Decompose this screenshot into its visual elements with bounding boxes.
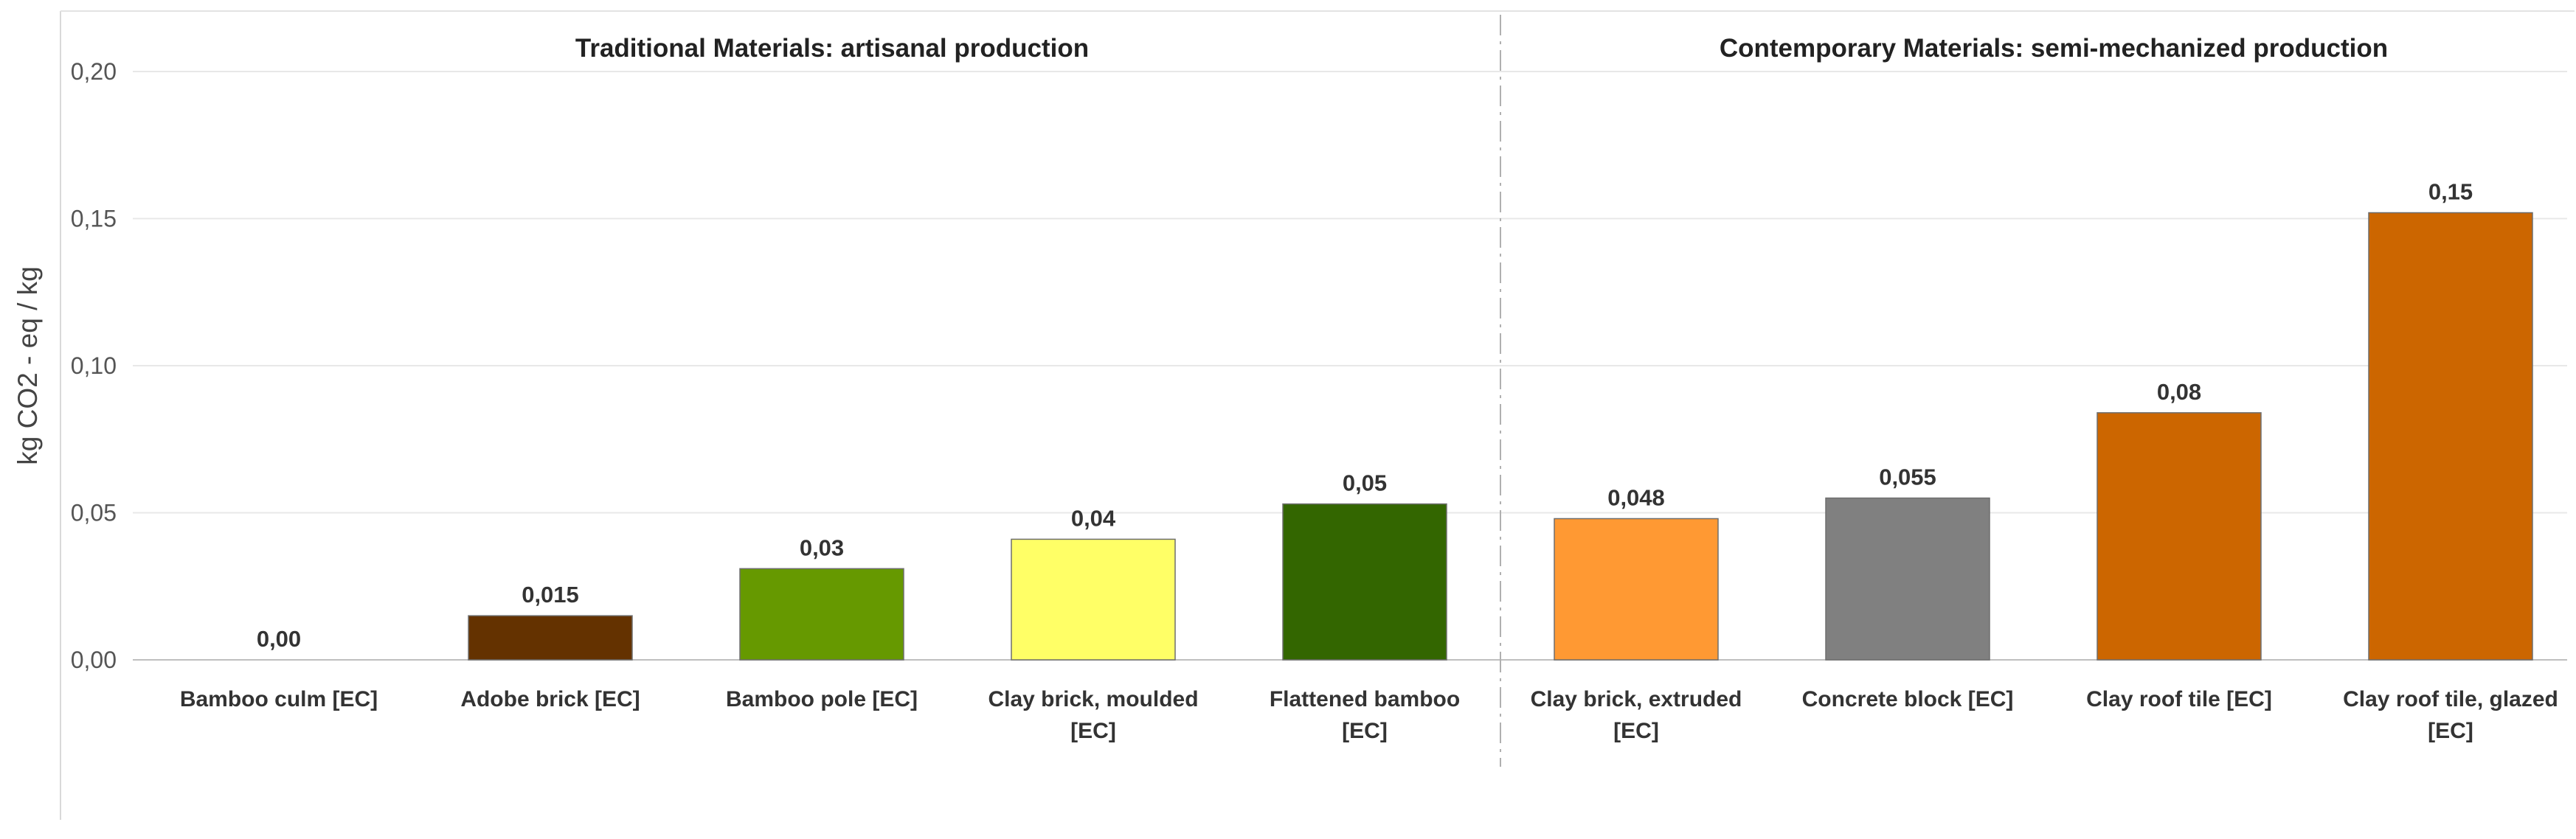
data-label: 0,05 bbox=[1343, 470, 1387, 496]
bar bbox=[468, 615, 633, 661]
category-label: Clay roof tile, glazed bbox=[2343, 687, 2558, 711]
data-label: 0,015 bbox=[522, 582, 579, 608]
category-label: Clay brick, extruded bbox=[1531, 687, 1742, 711]
y-tick-label: 0,00 bbox=[71, 647, 117, 673]
category-label: Bamboo culm [EC] bbox=[180, 687, 378, 711]
y-tick-label: 0,15 bbox=[71, 206, 117, 232]
data-label: 0,04 bbox=[1071, 505, 1116, 531]
bar bbox=[1825, 497, 1990, 661]
bar bbox=[1282, 503, 1447, 661]
bar bbox=[739, 568, 904, 661]
category-labels: Bamboo culm [EC] Adobe brick [EC] Bamboo p… bbox=[180, 687, 2558, 743]
group-header: Contemporary Materials: semi-mechanized … bbox=[1720, 34, 2388, 63]
data-label: 0,03 bbox=[800, 535, 844, 560]
y-axis-label: kg CO2 - eq / kg bbox=[13, 266, 43, 464]
bars bbox=[468, 212, 2533, 661]
category-label: Flattened bamboo bbox=[1270, 687, 1460, 711]
data-label: 0,00 bbox=[257, 626, 301, 652]
data-labels: 0,00 0,015 0,03 0,04 0,05 0,048 0,055 0,08 0,15 bbox=[257, 179, 2473, 652]
group-header: Traditional Materials: artisanal product… bbox=[575, 34, 1089, 63]
bar bbox=[1554, 518, 1719, 661]
data-label: 0,055 bbox=[1879, 464, 1936, 490]
bar bbox=[1011, 538, 1176, 661]
data-label: 0,15 bbox=[2428, 179, 2473, 205]
bar bbox=[2368, 212, 2533, 661]
data-label: 0,048 bbox=[1607, 484, 1665, 510]
category-label: Concrete block [EC] bbox=[1802, 687, 2014, 711]
category-label: Bamboo pole [EC] bbox=[726, 687, 918, 711]
y-tick-label: 0,05 bbox=[71, 500, 117, 526]
category-label: [EC] bbox=[2428, 719, 2473, 743]
category-label: [EC] bbox=[1342, 719, 1388, 743]
category-label: [EC] bbox=[1070, 719, 1116, 743]
category-label: Adobe brick [EC] bbox=[460, 687, 640, 711]
category-label: Clay brick, moulded bbox=[988, 687, 1198, 711]
category-label: Clay roof tile [EC] bbox=[2086, 687, 2272, 711]
group-headers: Traditional Materials: artisanal product… bbox=[575, 15, 2388, 767]
category-label: [EC] bbox=[1613, 719, 1659, 743]
y-tick-label: 0,20 bbox=[71, 58, 117, 85]
data-label: 0,08 bbox=[2157, 379, 2201, 405]
bar bbox=[2097, 412, 2262, 661]
y-tick-label: 0,10 bbox=[71, 352, 117, 379]
y-axis-ticks: 0,00 0,05 0,10 0,15 0,20 bbox=[71, 58, 117, 673]
plot-frame bbox=[60, 10, 2575, 820]
